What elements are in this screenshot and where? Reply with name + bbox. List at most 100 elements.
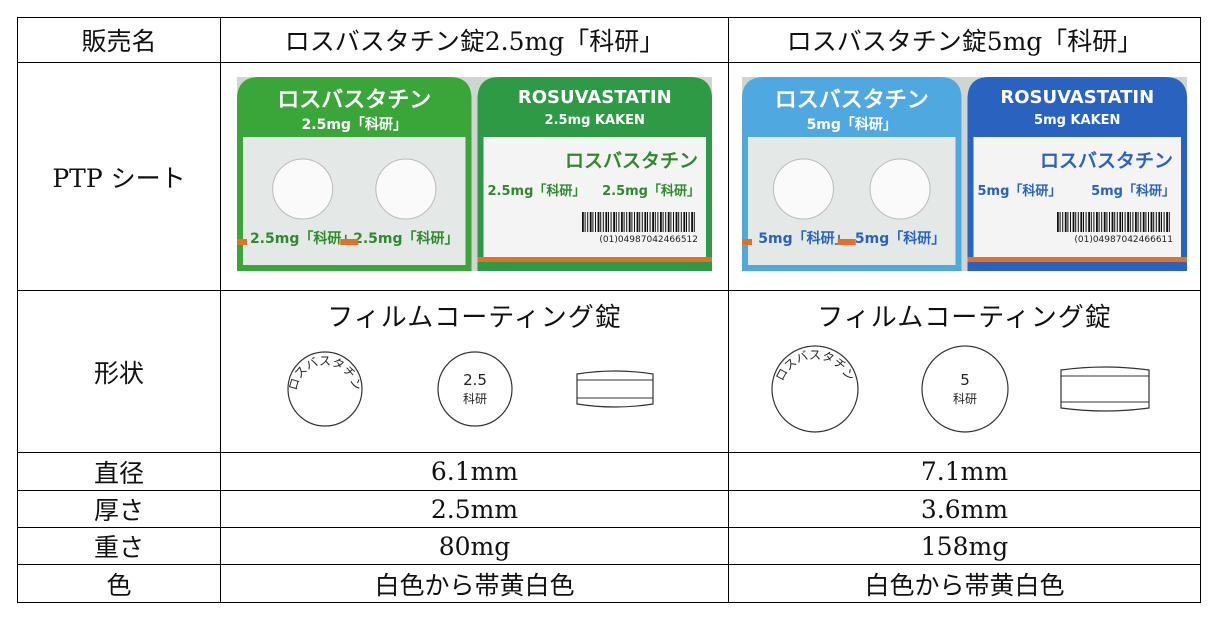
ptp-dose: 2.5mg「科研」 — [353, 230, 458, 247]
row-label: 厚さ — [17, 490, 221, 528]
barcode-line — [1096, 211, 1098, 232]
header-cell: ロスバスタチン錠2.5mg「科研」 — [220, 17, 729, 63]
barcode-line — [1059, 211, 1061, 232]
barcode-line — [1166, 211, 1168, 232]
tablet-dose: 2.5 — [463, 371, 487, 389]
cell: 3.6mm — [728, 490, 1201, 528]
barcode-line — [1077, 211, 1079, 232]
cell: 7.1mm — [728, 452, 1201, 491]
ptp-dose: 2.5mg「科研」 — [488, 183, 586, 199]
barcode-line — [602, 211, 604, 232]
barcode-line — [1163, 211, 1165, 232]
barcode-line — [1135, 211, 1137, 232]
barcode-line — [1140, 211, 1142, 232]
barcode-line — [1072, 211, 1075, 232]
row-label: 形状 — [17, 290, 221, 453]
blister — [272, 158, 334, 219]
tablet-side — [1059, 366, 1150, 412]
row: 厚さ 2.5mm 3.6mm — [17, 490, 1201, 528]
barcode-line — [589, 211, 592, 232]
ptp-dose: 2.5mg「科研」 — [302, 116, 407, 133]
row: 重さ 80mg 158mg — [17, 527, 1201, 565]
barcode-line — [605, 211, 608, 232]
row-label: 重さ — [17, 527, 221, 565]
shape-name: フィルムコーティング錠 — [327, 303, 622, 333]
barcode-line — [1119, 211, 1122, 232]
ptp-dose: 2.5mg「科研」 — [250, 230, 355, 247]
accent-bar — [477, 256, 712, 262]
barcode-line — [631, 211, 633, 232]
cell: 158mg — [728, 527, 1201, 565]
tablet-drawing: ロスバスタチン 2.5科研 — [285, 351, 654, 427]
barcode-line — [600, 211, 602, 232]
barcode-line — [1080, 211, 1083, 232]
barcode-line — [644, 211, 647, 232]
barcode-line — [693, 211, 695, 232]
barcode-line — [597, 211, 600, 232]
tablet-maker: 科研 — [952, 392, 976, 406]
shape-cell: フィルムコーティング錠 ロスバスタチン 2.5 科研 — [220, 290, 729, 453]
ptp-en: ROSUVASTATIN — [518, 87, 672, 108]
barcode-line — [1085, 211, 1087, 232]
barcode-line — [1103, 211, 1106, 232]
barcode-line — [592, 211, 594, 232]
barcode-line — [1148, 211, 1149, 232]
ptp-dose: 2.5mg「科研」 — [602, 183, 700, 199]
row-label: PTP シート — [17, 62, 221, 291]
ptp-name: ロスバスタチン — [277, 88, 431, 113]
blister — [375, 158, 437, 219]
cell: 白色から帯黄白色 — [728, 564, 1201, 603]
shape-name: フィルムコーティング錠 — [817, 303, 1112, 333]
barcode-line — [1124, 211, 1126, 232]
shape-row: 形状 フィルムコーティング錠 ロスバスタチン 2.5 科研 フィルムコーティング錠 ロス… — [17, 290, 1201, 453]
ptp-image: ロスバスタチン2.5mg「科研」2.5mg「科研」2.5mg「科研」ROSUVA… — [237, 76, 712, 271]
barcode-line — [636, 211, 639, 232]
barcode-line — [662, 211, 664, 232]
barcode-line — [1106, 211, 1108, 232]
barcode-line — [615, 211, 617, 232]
barcode-line — [1062, 211, 1064, 232]
barcode-line — [1101, 211, 1103, 232]
cell: 白色から帯黄白色 — [220, 564, 729, 603]
barcode-line — [1093, 211, 1095, 232]
accent-bar — [967, 256, 1187, 262]
barcode-line — [675, 211, 678, 232]
tablet-side — [575, 370, 654, 408]
tablet-maker: 科研 — [462, 392, 486, 406]
row-label: 色 — [17, 564, 221, 603]
cell: 2.5mm — [220, 490, 729, 528]
barcode-line — [660, 211, 662, 232]
tablet-drawing: ロスバスタチン 5科研 — [770, 345, 1150, 433]
ptp-code: (01)04987042466512 — [599, 235, 698, 245]
header-cell: 販売名 — [17, 17, 221, 63]
tablet-face — [920, 345, 1009, 433]
blister — [772, 158, 834, 219]
barcode-line — [667, 211, 670, 232]
barcode-line — [587, 211, 589, 232]
barcode-line — [670, 211, 672, 232]
barcode-line — [1116, 211, 1118, 232]
ptp-row: PTP シート ロスバスタチン 2.5mg「科研」 2.5mg「科研」 2.5mg「科… — [17, 62, 1201, 291]
barcode-line — [1057, 211, 1059, 232]
ptp-dose: 5mg「科研」 — [855, 230, 945, 247]
barcode-line — [1129, 211, 1131, 232]
header-cell: ロスバスタチン錠5mg「科研」 — [728, 17, 1201, 63]
barcode-line — [595, 211, 596, 232]
barcode-line — [621, 211, 623, 232]
label-white — [483, 136, 706, 257]
barcode-line — [654, 211, 656, 232]
barcode-line — [623, 211, 625, 232]
ptp-en: ROSUVASTATIN — [1000, 87, 1154, 108]
barcode-line — [1098, 211, 1100, 232]
blister — [869, 158, 931, 219]
barcode-line — [626, 211, 628, 232]
barcode-line — [1158, 211, 1161, 232]
barcode-line — [1070, 211, 1071, 232]
barcode-line — [1088, 211, 1090, 232]
ptp-name: ロスバスタチン — [775, 88, 929, 113]
ptp-name: ロスバスタチン — [565, 150, 698, 172]
barcode-line — [1150, 211, 1153, 232]
accent-bar — [340, 238, 359, 245]
barcode-line — [641, 211, 643, 232]
